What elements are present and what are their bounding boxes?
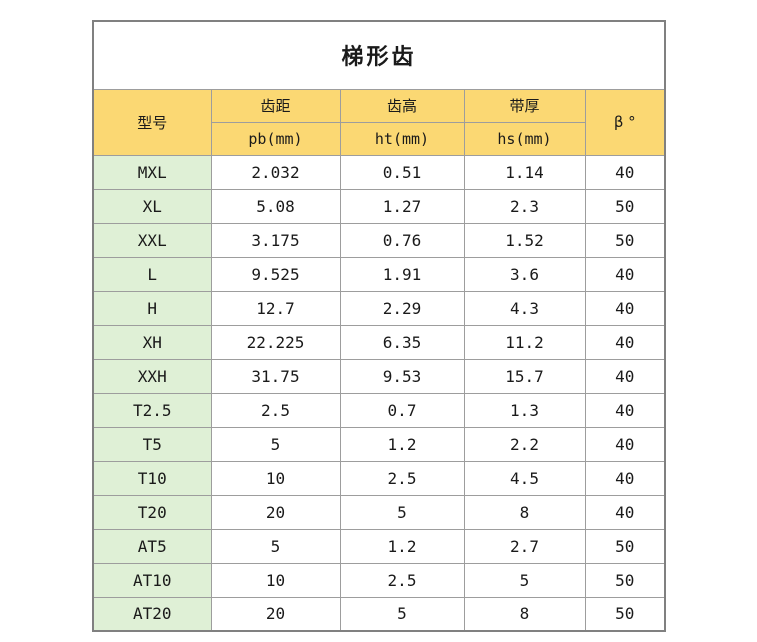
header-tooth-height-unit: ht(mm) — [339, 121, 465, 156]
spec-row: T5 5 1.2 2.2 40 — [92, 426, 666, 462]
tooth-height-cell: 1.27 — [339, 188, 465, 224]
header-model: 型号 — [92, 88, 212, 156]
model-cell: XXH — [92, 358, 212, 394]
beta-cell: 40 — [584, 494, 666, 530]
belt-thickness-cell: 15.7 — [463, 358, 586, 394]
belt-thickness-cell: 1.14 — [463, 154, 586, 190]
tooth-height-cell: 2.5 — [339, 460, 465, 496]
header-tooth-height: 齿高 — [339, 88, 465, 123]
model-cell: AT5 — [92, 528, 212, 564]
spec-row: H 12.7 2.29 4.3 40 — [92, 290, 666, 326]
belt-thickness-cell: 2.3 — [463, 188, 586, 224]
beta-cell: 40 — [584, 290, 666, 326]
pitch-cell: 10 — [210, 562, 341, 598]
belt-thickness-cell: 8 — [463, 494, 586, 530]
spec-row: AT10 10 2.5 5 50 — [92, 562, 666, 598]
model-cell: XXL — [92, 222, 212, 258]
model-cell: AT20 — [92, 596, 212, 632]
header-beta-angle: β ° — [584, 88, 666, 156]
beta-cell: 50 — [584, 562, 666, 598]
pitch-cell: 2.032 — [210, 154, 341, 190]
spec-row: XXL 3.175 0.76 1.52 50 — [92, 222, 666, 258]
spec-row: AT5 5 1.2 2.7 50 — [92, 528, 666, 564]
pitch-cell: 10 — [210, 460, 341, 496]
tooth-height-cell: 0.7 — [339, 392, 465, 428]
belt-thickness-cell: 1.52 — [463, 222, 586, 258]
tooth-height-cell: 0.76 — [339, 222, 465, 258]
model-cell: AT10 — [92, 562, 212, 598]
pitch-cell: 5 — [210, 528, 341, 564]
header-belt-thickness-unit: hs(mm) — [463, 121, 586, 156]
beta-cell: 50 — [584, 188, 666, 224]
model-cell: L — [92, 256, 212, 292]
tooth-height-cell: 6.35 — [339, 324, 465, 360]
belt-thickness-cell: 4.3 — [463, 290, 586, 326]
beta-cell: 40 — [584, 426, 666, 462]
header-belt-thickness: 带厚 — [463, 88, 586, 123]
beta-cell: 50 — [584, 528, 666, 564]
model-cell: T5 — [92, 426, 212, 462]
spec-row: T2.5 2.5 0.7 1.3 40 — [92, 392, 666, 428]
model-cell: T2.5 — [92, 392, 212, 428]
belt-thickness-cell: 2.2 — [463, 426, 586, 462]
pitch-cell: 5 — [210, 426, 341, 462]
beta-cell: 40 — [584, 460, 666, 496]
table-title: 梯形齿 — [92, 20, 666, 90]
model-cell: T10 — [92, 460, 212, 496]
beta-cell: 40 — [584, 392, 666, 428]
belt-thickness-cell: 5 — [463, 562, 586, 598]
tooth-height-cell: 1.2 — [339, 528, 465, 564]
model-cell: T20 — [92, 494, 212, 530]
tooth-height-cell: 2.29 — [339, 290, 465, 326]
tooth-height-cell: 5 — [339, 494, 465, 530]
beta-cell: 40 — [584, 256, 666, 292]
belt-thickness-cell: 1.3 — [463, 392, 586, 428]
pitch-cell: 2.5 — [210, 392, 341, 428]
spec-row: AT20 20 5 8 50 — [92, 596, 666, 632]
trapezoidal-tooth-spec-table: 梯形齿 型号 齿距 齿高 带厚 β ° pb(mm) ht(mm) hs(mm)… — [92, 20, 666, 632]
model-cell: XH — [92, 324, 212, 360]
spec-row: L 9.525 1.91 3.6 40 — [92, 256, 666, 292]
pitch-cell: 5.08 — [210, 188, 341, 224]
tooth-height-cell: 2.5 — [339, 562, 465, 598]
belt-thickness-cell: 8 — [463, 596, 586, 632]
tooth-height-cell: 0.51 — [339, 154, 465, 190]
pitch-cell: 20 — [210, 596, 341, 632]
beta-cell: 50 — [584, 596, 666, 632]
header-row-labels: 型号 齿距 齿高 带厚 β ° — [92, 88, 666, 156]
model-cell: XL — [92, 188, 212, 224]
spec-row: T20 20 5 8 40 — [92, 494, 666, 530]
belt-thickness-cell: 2.7 — [463, 528, 586, 564]
tooth-height-cell: 1.2 — [339, 426, 465, 462]
belt-thickness-cell: 3.6 — [463, 256, 586, 292]
header-pitch: 齿距 — [210, 88, 341, 123]
beta-cell: 50 — [584, 222, 666, 258]
belt-thickness-cell: 4.5 — [463, 460, 586, 496]
beta-cell: 40 — [584, 358, 666, 394]
pitch-cell: 31.75 — [210, 358, 341, 394]
tooth-height-cell: 9.53 — [339, 358, 465, 394]
spec-row: MXL 2.032 0.51 1.14 40 — [92, 154, 666, 190]
spec-row: T10 10 2.5 4.5 40 — [92, 460, 666, 496]
pitch-cell: 12.7 — [210, 290, 341, 326]
pitch-cell: 20 — [210, 494, 341, 530]
belt-thickness-cell: 11.2 — [463, 324, 586, 360]
model-cell: MXL — [92, 154, 212, 190]
pitch-cell: 3.175 — [210, 222, 341, 258]
beta-cell: 40 — [584, 324, 666, 360]
spec-row: XXH 31.75 9.53 15.7 40 — [92, 358, 666, 394]
beta-cell: 40 — [584, 154, 666, 190]
spec-row: XH 22.225 6.35 11.2 40 — [92, 324, 666, 360]
model-cell: H — [92, 290, 212, 326]
spec-row: XL 5.08 1.27 2.3 50 — [92, 188, 666, 224]
pitch-cell: 22.225 — [210, 324, 341, 360]
header-pitch-unit: pb(mm) — [210, 121, 341, 156]
tooth-height-cell: 5 — [339, 596, 465, 632]
title-row: 梯形齿 — [92, 20, 666, 90]
pitch-cell: 9.525 — [210, 256, 341, 292]
tooth-height-cell: 1.91 — [339, 256, 465, 292]
header-row-units: pb(mm) ht(mm) hs(mm) — [93, 121, 665, 156]
